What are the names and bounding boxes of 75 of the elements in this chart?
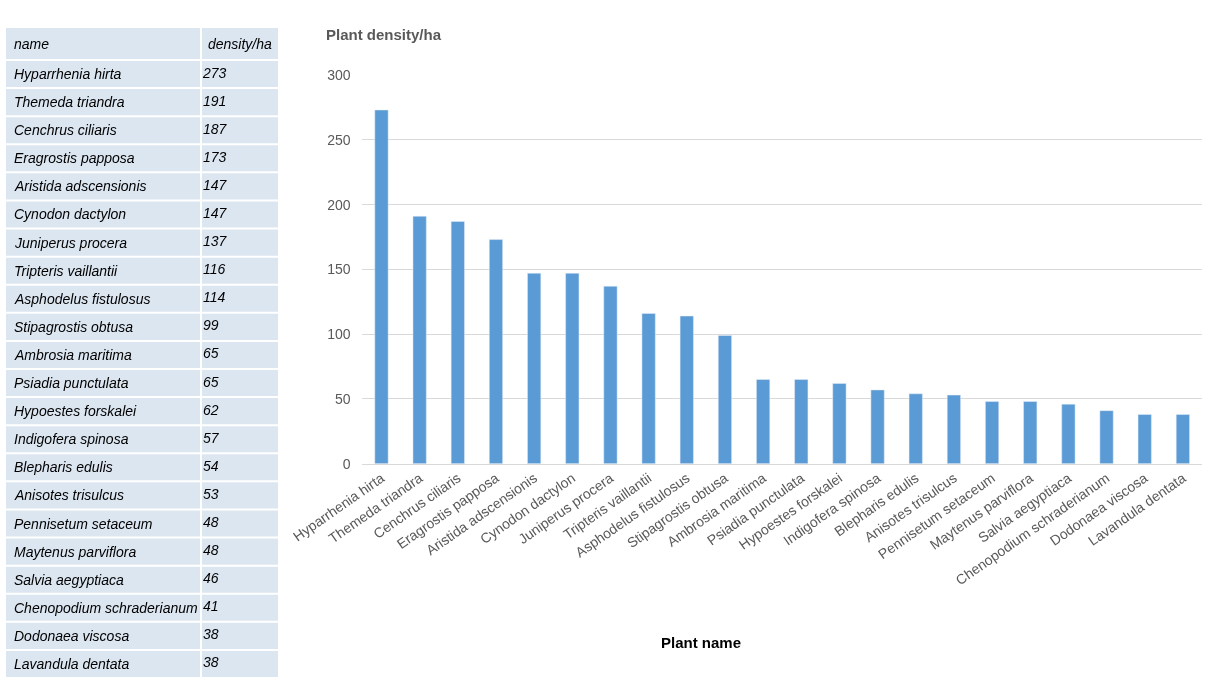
bar bbox=[718, 335, 732, 464]
data-label: 38 bbox=[203, 626, 219, 643]
bar bbox=[946, 394, 961, 464]
category-label: Juniperus procera bbox=[14, 235, 128, 251]
category-label: Asphodelus fistulosus bbox=[14, 291, 151, 307]
category-label: Cenchrus ciliaris bbox=[14, 122, 117, 138]
bar bbox=[1175, 414, 1190, 464]
category-label: Lavandula dentata bbox=[14, 656, 130, 672]
bar bbox=[527, 273, 542, 464]
text: name bbox=[14, 36, 50, 52]
data-label: 62 bbox=[203, 401, 219, 418]
bar bbox=[565, 273, 580, 464]
category-label: Indigofera spinosa bbox=[14, 431, 129, 447]
data-label: 48 bbox=[203, 542, 219, 559]
bar bbox=[985, 401, 999, 464]
data-label: 114 bbox=[203, 289, 226, 306]
category-label: Eragrostis papposa bbox=[14, 150, 135, 166]
bar bbox=[374, 109, 389, 464]
data-label: 57 bbox=[203, 429, 220, 446]
category-label: Themeda triandra bbox=[14, 94, 125, 110]
data-label: 53 bbox=[203, 485, 219, 502]
category-label: Anisotes trisulcus bbox=[14, 487, 124, 503]
y-tick-label: 100 bbox=[327, 326, 351, 343]
data-label: 99 bbox=[203, 317, 219, 334]
data-label: 187 bbox=[203, 120, 228, 137]
data-label: 65 bbox=[203, 373, 219, 390]
category-label: Blepharis edulis bbox=[14, 459, 113, 475]
bar bbox=[489, 239, 503, 464]
y-tick-label: 200 bbox=[327, 196, 351, 213]
data-label: 54 bbox=[203, 457, 219, 474]
bar bbox=[450, 221, 465, 464]
bar bbox=[908, 393, 923, 464]
category-label: Hyparrhenia hirta bbox=[14, 66, 122, 82]
data-label: 48 bbox=[203, 514, 219, 530]
data-label: 147 bbox=[203, 176, 228, 193]
category-label: Ambrosia maritima bbox=[14, 347, 132, 363]
y-tick-label: 250 bbox=[327, 131, 351, 148]
data-label: 116 bbox=[203, 261, 226, 278]
bar bbox=[679, 315, 694, 464]
category-label: Aristida adscensionis bbox=[14, 178, 147, 194]
data-label: 46 bbox=[203, 570, 219, 587]
bar bbox=[1099, 410, 1114, 464]
data-label: 41 bbox=[203, 598, 219, 615]
data-label: 173 bbox=[203, 148, 227, 165]
data-label: 137 bbox=[203, 233, 228, 250]
category-label: Chenopodium schraderianum bbox=[14, 600, 198, 616]
bar bbox=[794, 379, 809, 464]
y-tick-label: 300 bbox=[327, 66, 351, 83]
category-label: Psiadia punctulata bbox=[14, 375, 129, 391]
category-label: Dodonaea viscosa bbox=[14, 628, 130, 644]
category-label: Salvia aegyptiaca bbox=[14, 572, 124, 588]
bar bbox=[870, 389, 885, 464]
bar bbox=[1137, 414, 1152, 464]
category-label: Cynodon dactylon bbox=[14, 206, 127, 222]
bar bbox=[1023, 401, 1038, 464]
data-label: 65 bbox=[203, 345, 219, 362]
data-label: 38 bbox=[203, 654, 219, 671]
chart-title: Plant density/ha bbox=[326, 26, 442, 43]
y-tick-label: 50 bbox=[335, 390, 351, 407]
bar bbox=[603, 285, 618, 464]
y-tick-label: 150 bbox=[327, 261, 351, 278]
y-tick-label: 0 bbox=[342, 455, 351, 472]
bar bbox=[412, 216, 427, 464]
category-label: Stipagrostis obtusa bbox=[14, 319, 134, 335]
bar bbox=[756, 379, 771, 464]
data-label: 191 bbox=[203, 92, 227, 109]
data-label: 147 bbox=[203, 205, 228, 221]
category-label: Tripteris vaillantii bbox=[14, 263, 119, 279]
bar bbox=[1061, 403, 1076, 464]
bar bbox=[832, 383, 847, 464]
data-label: 273 bbox=[202, 64, 227, 81]
x-axis-title: Plant name bbox=[661, 634, 742, 651]
bar bbox=[641, 313, 656, 464]
text: density/ha bbox=[208, 36, 273, 52]
category-label: Hypoestes forskalei bbox=[14, 403, 138, 419]
